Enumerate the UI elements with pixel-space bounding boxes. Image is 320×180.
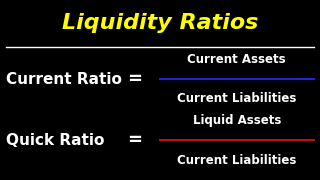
Text: Liquid Assets: Liquid Assets [193, 114, 281, 127]
Text: =: = [127, 131, 142, 149]
Text: Current Ratio: Current Ratio [6, 72, 122, 87]
Text: Current Liabilities: Current Liabilities [177, 154, 297, 167]
Text: Quick Ratio: Quick Ratio [6, 133, 105, 148]
Text: Liquidity Ratios: Liquidity Ratios [62, 13, 258, 33]
Text: Current Liabilities: Current Liabilities [177, 93, 297, 105]
Text: Current Assets: Current Assets [188, 53, 286, 66]
Text: =: = [127, 70, 142, 88]
